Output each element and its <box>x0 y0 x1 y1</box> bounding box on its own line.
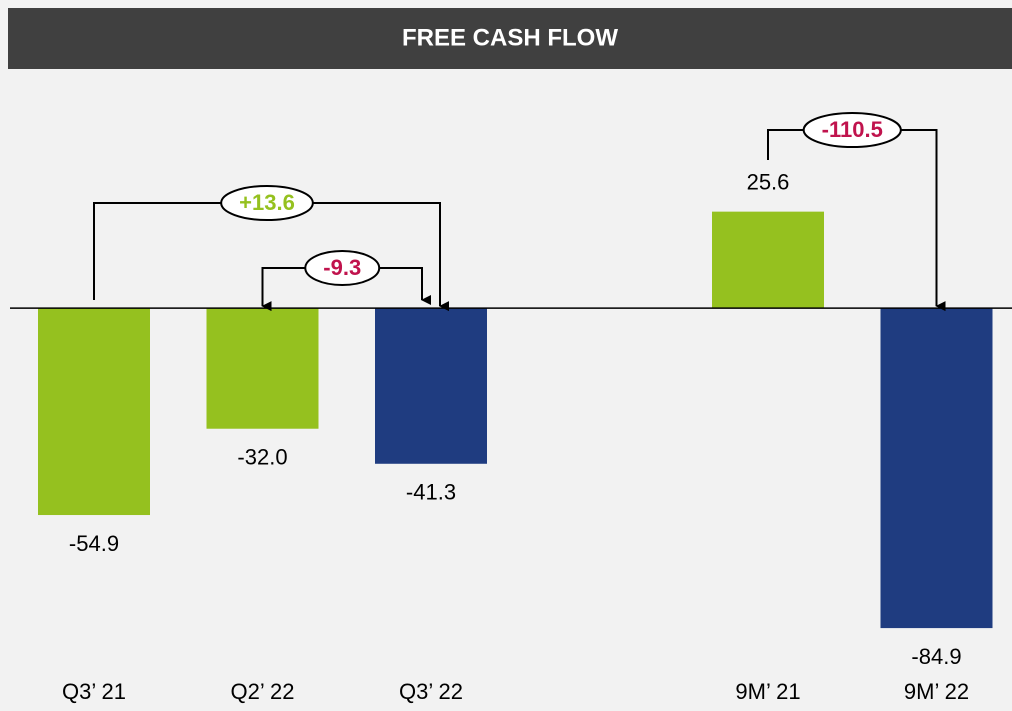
chart-title: FREE CASH FLOW <box>402 24 618 51</box>
value-label: -54.9 <box>69 531 119 556</box>
bar <box>206 308 319 429</box>
value-label: -32.0 <box>237 445 287 470</box>
bar <box>712 211 824 309</box>
bar <box>38 308 150 516</box>
delta-bubble <box>220 185 314 221</box>
x-tick-label: Q2’ 22 <box>230 679 294 704</box>
bar <box>375 308 487 464</box>
delta-label: -110.5 <box>822 117 883 142</box>
delta-bubble <box>802 112 902 148</box>
x-tick-label: 9M’ 21 <box>735 679 800 704</box>
value-label: -84.9 <box>911 644 961 669</box>
x-tick-label: 9M’ 22 <box>904 679 969 704</box>
delta-label: +13.6 <box>239 190 295 215</box>
value-label: 25.6 <box>747 169 790 194</box>
delta-label: -9.3 <box>323 255 361 280</box>
delta-bubble <box>304 250 381 286</box>
value-label: -41.3 <box>406 480 456 505</box>
bar <box>880 308 993 629</box>
x-tick-label: Q3’ 21 <box>62 679 126 704</box>
title-bar <box>8 8 1012 69</box>
x-tick-label: Q3’ 22 <box>399 679 463 704</box>
